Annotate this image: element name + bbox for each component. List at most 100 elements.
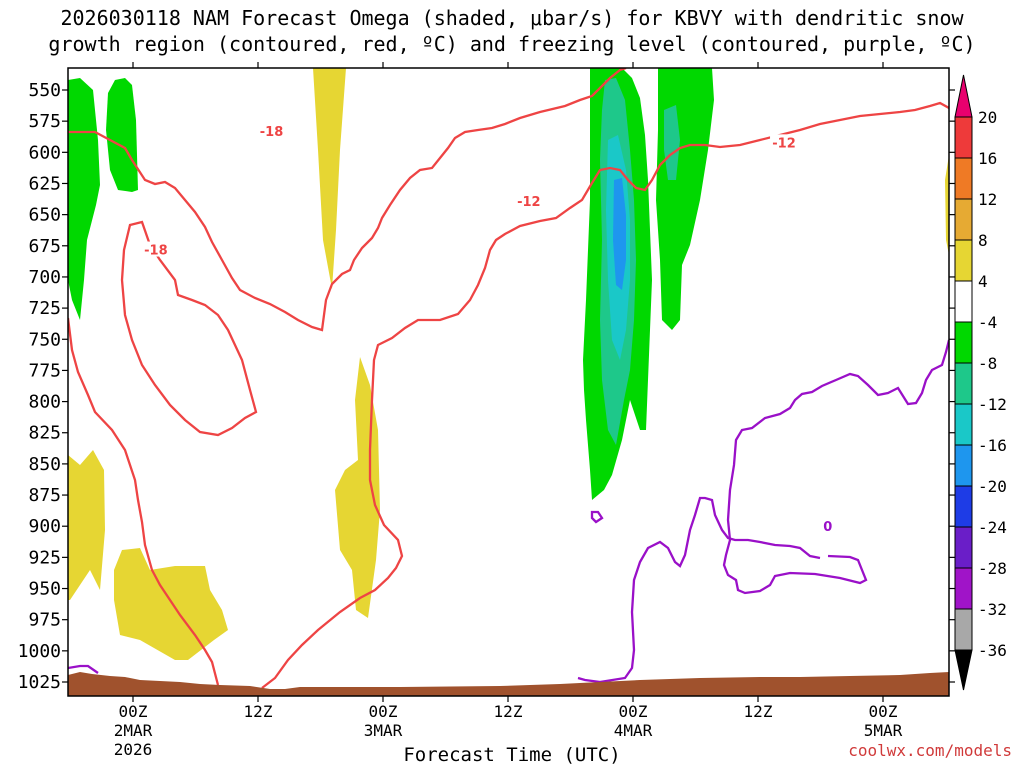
omega-shade-4mar-plume-east (656, 68, 714, 330)
colorbar-box-10 (954, 526, 973, 569)
y-tick-label-675: 675 (28, 236, 61, 257)
x-date-label-78: 5MAR (864, 721, 903, 740)
omega-shade-upper-west (68, 78, 100, 320)
omega-negative-shading (68, 68, 714, 500)
x-tick-label-54: 00Z (619, 702, 648, 721)
colorbar-label-5: -4 (978, 313, 997, 332)
x-tick-label-42: 12Z (494, 702, 523, 721)
omega-positive-shading (68, 68, 949, 660)
y-tick-label-650: 650 (28, 205, 61, 226)
contour-label-4: 0 (823, 520, 832, 535)
colorbar-label-10: -24 (978, 518, 1007, 537)
y-tick-label-950: 950 (28, 579, 61, 600)
y-tick-label-975: 975 (28, 610, 61, 631)
freezing-contour-west-surface (68, 664, 99, 674)
contour-label-bg-2 (514, 192, 543, 208)
colorbar-box-11 (954, 567, 973, 610)
colorbar-box-2 (954, 198, 973, 241)
colorbar-box-1 (954, 157, 973, 200)
x-date-label-30: 3MAR (364, 721, 403, 740)
colorbar-box-3 (954, 239, 973, 282)
y-tick-label-575: 575 (28, 111, 61, 132)
y-tick-label-700: 700 (28, 267, 61, 288)
colorbar-label-13: -36 (978, 641, 1007, 660)
y-axis: 550 575 600 625 650 675 700 725 750 775 800 825 850 8… (18, 80, 955, 693)
contour-label-2: -12 (517, 195, 541, 210)
freezing-contour-main (577, 496, 821, 684)
colorbar-box-4 (954, 280, 973, 323)
freezing-level-contours (68, 339, 949, 684)
y-tick-label-900: 900 (28, 516, 61, 537)
colorbar-box-12 (954, 608, 973, 651)
omega-shade-low-west (68, 450, 105, 600)
colorbar-box-9 (954, 485, 973, 528)
y-tick-label-850: 850 (28, 454, 61, 475)
colorbar-label-2: 12 (978, 190, 997, 209)
colorbar-label-0: 20 (978, 108, 997, 127)
y-tick-label-625: 625 (28, 173, 61, 194)
omega-shade-teal-east (664, 105, 680, 180)
omega-shade-right-edge (945, 155, 949, 255)
x-axis-title: Forecast Time (UTC) (403, 744, 621, 766)
x-tick-label-6: 00Z (119, 702, 148, 721)
contour-labels: -18 -18 -12 -12 0 (141, 123, 834, 535)
x-tick-label-78: 00Z (869, 702, 898, 721)
colorbar-label-11: -28 (978, 559, 1007, 578)
y-tick-label-1000: 1000 (18, 641, 61, 662)
contour-label-bg-1 (257, 123, 286, 139)
freezing-contour-small-loop (590, 510, 604, 524)
contour-label-0: -18 (144, 244, 168, 259)
colorbar-box-6 (954, 362, 973, 405)
freezing-contour-loop (722, 339, 949, 595)
omega-shade-blue-core (613, 178, 626, 290)
x-date-label-6: 2MAR (114, 721, 153, 740)
dgz-contour-top (68, 68, 627, 332)
colorbar-label-12: -32 (978, 600, 1007, 619)
dgz-contour-mid (68, 317, 220, 686)
y-tick-label-800: 800 (28, 392, 61, 413)
omega-shade-upper-west-2 (106, 78, 138, 192)
colorbar-box-0 (954, 116, 973, 159)
omega-shade-low-blob (114, 548, 228, 660)
terrain-ground (68, 672, 949, 696)
colorbar-label-9: -20 (978, 477, 1007, 496)
colorbar-box-8 (954, 444, 973, 487)
y-tick-label-775: 775 (28, 360, 61, 381)
colorbar-box-7 (954, 403, 973, 446)
colorbar-label-4: 4 (978, 272, 988, 291)
y-tick-label-1025: 1025 (18, 672, 61, 693)
y-tick-label-925: 925 (28, 547, 61, 568)
y-tick-label-550: 550 (28, 80, 61, 101)
y-tick-label-750: 750 (28, 329, 61, 350)
contour-label-bg-0 (141, 241, 170, 257)
chart-title-line-2: growth region (contoured, red, ºC) and f… (48, 32, 976, 56)
y-tick-label-725: 725 (28, 298, 61, 319)
contour-label-3: -12 (772, 136, 796, 151)
plot-area: -18 -18 -12 -12 0 (68, 68, 949, 696)
x-tick-label-66: 12Z (744, 702, 773, 721)
y-tick-label-600: 600 (28, 142, 61, 163)
x-tick-label-30: 00Z (369, 702, 398, 721)
colorbar-label-8: -16 (978, 436, 1007, 455)
colorbar-label-7: -12 (978, 395, 1007, 414)
colorbar-label-3: 8 (978, 231, 988, 250)
colorbar-box-5 (954, 321, 973, 364)
contour-label-bg-3 (770, 134, 799, 150)
colorbar: 20 16 12 8 4 -4 -8 -12 -16 -20 -24 -28 -32 -36 (954, 74, 1007, 691)
colorbar-label-1: 16 (978, 149, 997, 168)
dgz-contour-inner-loop (120, 220, 258, 437)
chart-title-line-1: 2026030118 NAM Forecast Omega (shaded, μ… (60, 6, 964, 30)
site-credit: coolwx.com/models (848, 741, 1012, 760)
x-tick-label-18: 12Z (244, 702, 273, 721)
omega-shade-mid-3mar (335, 357, 380, 618)
x-date-label-54: 4MAR (614, 721, 653, 740)
y-tick-label-825: 825 (28, 423, 61, 444)
contour-label-bg-4 (821, 518, 834, 534)
colorbar-top-arrow (954, 74, 973, 118)
y-tick-label-875: 875 (28, 485, 61, 506)
omega-shade-upward-plume-12z-2mar (313, 68, 346, 289)
contour-label-1: -18 (260, 125, 284, 140)
colorbar-bottom-arrow (954, 649, 973, 691)
